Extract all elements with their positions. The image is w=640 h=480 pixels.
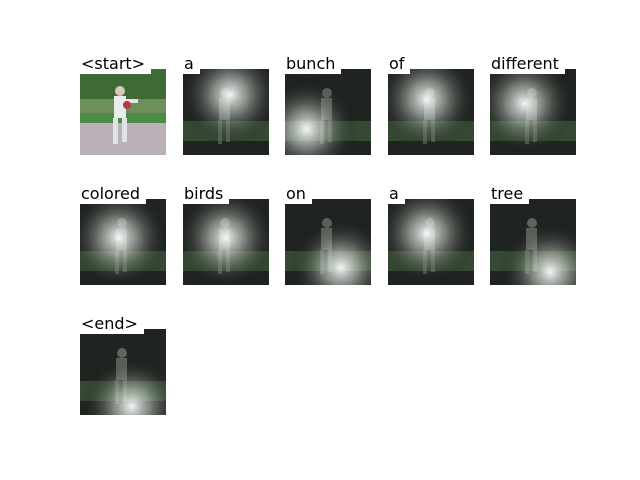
- token-label: <end>: [80, 312, 144, 334]
- token-label: a: [183, 52, 200, 74]
- attention-map: [490, 69, 576, 155]
- attention-map: [80, 329, 166, 415]
- token-label: different: [490, 52, 565, 74]
- attention-map: [285, 69, 371, 155]
- token-label: <start>: [80, 52, 152, 74]
- token-label: colored: [80, 182, 147, 204]
- token-label: of: [388, 52, 411, 74]
- token-label: on: [285, 182, 312, 204]
- attention-map: [388, 69, 474, 155]
- token-label: bunch: [285, 52, 342, 74]
- attention-map: [183, 199, 269, 285]
- source-image: [80, 69, 166, 155]
- token-label: a: [388, 182, 405, 204]
- token-label: tree: [490, 182, 530, 204]
- attention-map: [490, 199, 576, 285]
- attention-map: [285, 199, 371, 285]
- attention-map: [183, 69, 269, 155]
- attention-map: [80, 199, 166, 285]
- attention-map: [388, 199, 474, 285]
- token-label: birds: [183, 182, 230, 204]
